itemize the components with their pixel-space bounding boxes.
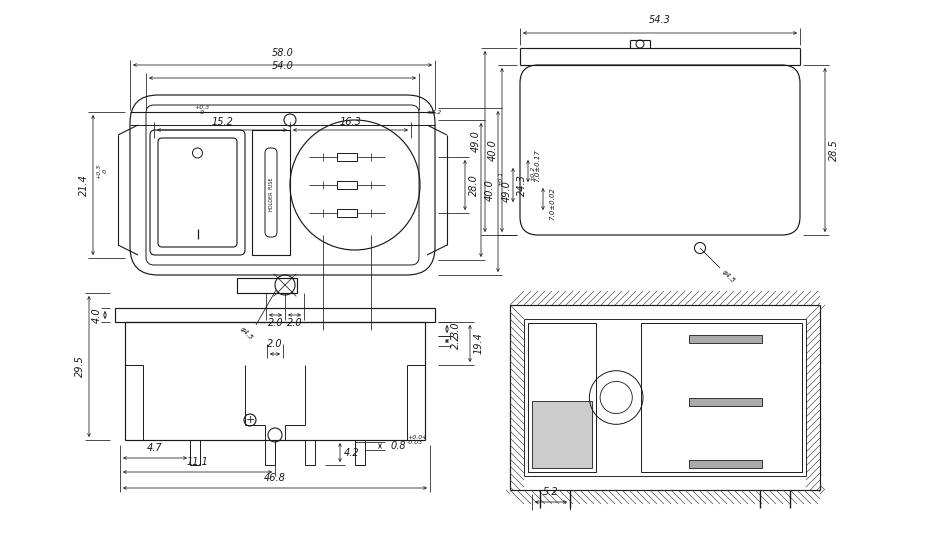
Bar	[252, 130, 290, 255]
Bar	[337, 209, 357, 217]
Text: +0.3
-0: +0.3 -0	[194, 104, 209, 116]
Text: 19.4: 19.4	[474, 333, 484, 354]
Text: 28.0: 28.0	[469, 174, 479, 196]
Bar	[528, 323, 596, 472]
Text: 24.3: 24.3	[517, 174, 527, 196]
Text: +: +	[246, 415, 255, 425]
Text: 54.0: 54.0	[272, 61, 294, 71]
Bar	[125, 322, 425, 440]
Bar	[689, 335, 762, 343]
Text: ±0.2: ±0.2	[530, 166, 536, 180]
Text: 28.5: 28.5	[829, 139, 839, 161]
Bar	[115, 308, 435, 322]
Text: FUSE: FUSE	[269, 176, 273, 189]
Text: HOLDER: HOLDER	[269, 190, 273, 211]
Text: 4.7: 4.7	[147, 443, 163, 453]
Bar	[265, 440, 275, 465]
Bar	[305, 440, 315, 465]
Text: 3.0: 3.0	[451, 321, 461, 337]
Text: ±0.2: ±0.2	[426, 109, 442, 114]
Bar	[641, 323, 802, 472]
Bar	[337, 181, 357, 189]
Text: 5.2: 5.2	[543, 487, 559, 497]
Bar	[689, 398, 762, 405]
Text: +0.3
-0: +0.3 -0	[97, 163, 107, 179]
Text: ±0.1: ±0.1	[498, 170, 503, 186]
Text: φ4.5: φ4.5	[238, 325, 254, 341]
Text: 2.2: 2.2	[451, 333, 461, 349]
Bar	[237, 278, 297, 293]
Text: 21.4: 21.4	[79, 174, 89, 196]
Text: 11.1: 11.1	[187, 457, 208, 467]
Bar	[532, 401, 592, 468]
Text: 40.0: 40.0	[485, 179, 495, 201]
Text: 2.0: 2.0	[267, 339, 283, 349]
Text: 49.0: 49.0	[502, 180, 512, 202]
Text: 7.0±0.02: 7.0±0.02	[549, 188, 555, 221]
Text: 58.0: 58.0	[272, 48, 294, 58]
Text: 4.0: 4.0	[92, 307, 102, 323]
Text: 40.0: 40.0	[488, 139, 498, 161]
Bar	[337, 153, 357, 161]
Text: 16.3: 16.3	[339, 117, 362, 127]
Text: 15.2: 15.2	[211, 117, 232, 127]
Text: +0.04
-0.03: +0.04 -0.03	[407, 434, 426, 446]
Bar	[190, 440, 200, 465]
Text: φ4.5: φ4.5	[720, 268, 736, 284]
Text: 0.8: 0.8	[391, 441, 406, 451]
Text: 49.0: 49.0	[471, 130, 481, 152]
Bar	[355, 440, 365, 465]
Text: 46.8: 46.8	[264, 473, 286, 483]
Text: 2.0: 2.0	[286, 318, 302, 328]
Text: 54.3: 54.3	[649, 15, 671, 25]
Text: 7.0±0.17: 7.0±0.17	[534, 150, 540, 183]
Text: 2.0: 2.0	[268, 318, 284, 328]
Bar	[689, 460, 762, 468]
Text: 29.5: 29.5	[75, 355, 85, 377]
Text: 4.2: 4.2	[344, 448, 360, 458]
